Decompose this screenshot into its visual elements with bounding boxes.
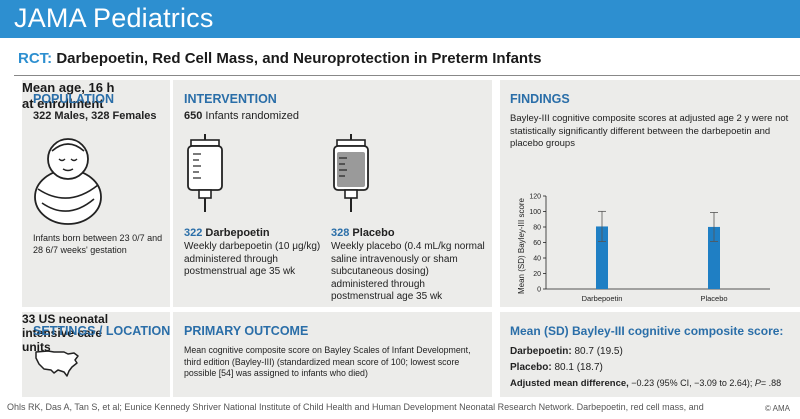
nicu-line1: 33 US neonatal [22, 312, 109, 326]
results-panel: Mean (SD) Bayley-III cognitive composite… [500, 312, 800, 397]
darbepoetin-iv-bag-icon [187, 134, 223, 212]
placebo-arm-header: 328 Placebo [331, 227, 395, 240]
citation-footer: Ohls RK, Das A, Tan S, et al; Eunice Ken… [7, 402, 704, 412]
population-summary: 322 Males, 328 Females [33, 110, 157, 122]
chart-bar-placebo [708, 226, 720, 289]
us-map-icon [35, 350, 79, 377]
chart-y-tick-label: 80 [533, 225, 541, 232]
chart-y-tick-label: 120 [529, 194, 541, 201]
study-title-text: Darbepoetin, Red Cell Mass, and Neuropro… [56, 50, 542, 67]
chart-y-axis-label: Mean (SD) Bayley-III score [517, 197, 526, 294]
population-detail: Infants born between 23 0/7 and 28 6/7 w… [33, 233, 163, 255]
chart-x-tick-label: Darbepoetin [582, 294, 623, 303]
chart-x-tick-label: Placebo [700, 294, 727, 303]
intervention-title: INTERVENTION [184, 92, 277, 106]
placebo-iv-bag-icon [333, 134, 369, 212]
darbepoetin-arm-header: 322 Darbepoetin [184, 227, 270, 240]
chart-y-tick-label: 20 [533, 271, 541, 278]
population-panel: POPULATION 322 Males, 328 Females Infant… [22, 80, 170, 307]
primary-outcome-text: Mean cognitive composite score on Bayley… [184, 345, 471, 378]
chart-bar-darbepoetin [596, 226, 608, 289]
population-title: POPULATION [33, 92, 115, 106]
results-adjusted-label: Adjusted mean difference, [510, 378, 629, 389]
results-placebo-value: 80.1 (18.7) [554, 362, 603, 373]
chart-y-tick-label: 100 [529, 209, 541, 216]
header-bar: JAMA Pediatrics [0, 0, 800, 38]
copyright: © AMA [764, 404, 790, 413]
nicu-line3: units [22, 340, 51, 354]
darbepoetin-arm-desc: Weekly darbepoetin (10 μg/kg) administer… [184, 241, 321, 277]
findings-title: FINDINGS [510, 92, 570, 106]
placebo-arm-n: 328 [331, 227, 350, 239]
results-adjusted-difference: Adjusted mean difference, −0.23 (95% CI,… [510, 377, 781, 390]
divider [14, 75, 800, 76]
study-title: RCT: Darbepoetin, Red Cell Mass, and Neu… [18, 50, 541, 67]
results-adjusted-value: −0.23 (95% CI, −3.09 to 2.64); [631, 378, 753, 388]
settings-title: SETTINGS / LOCATIONS [33, 324, 170, 338]
findings-text: Bayley-III cognitive composite scores at… [510, 113, 789, 149]
results-darbepoetin-label: Darbepoetin: [510, 346, 572, 357]
randomized-label: Infants randomized [205, 110, 299, 122]
primary-outcome-panel: PRIMARY OUTCOME Mean cognitive composite… [173, 312, 492, 397]
mean-age: Mean age, 16 h [22, 80, 115, 95]
results-p-value: = .88 [760, 378, 782, 388]
results-p-label: P [754, 378, 761, 388]
nicu-line2: intensive care [22, 326, 103, 340]
mean-age-enrollment: at enrollment [22, 96, 104, 111]
darbepoetin-arm-n: 322 [184, 227, 203, 239]
results-title: Mean (SD) Bayley-III cognitive composite… [510, 324, 784, 338]
placebo-arm-desc: Weekly placebo (0.4 mL/kg normal saline … [331, 241, 485, 302]
swaddled-infant-icon [34, 138, 102, 225]
settings-panel: SETTINGS / LOCATIONS 33 US neonatal inte… [22, 312, 170, 397]
results-darbepoetin-value: 80.7 (19.5) [574, 346, 623, 357]
findings-panel: FINDINGS Bayley-III cognitive composite … [500, 80, 800, 307]
intervention-panel: INTERVENTION 650 Infants randomized 322 … [173, 80, 492, 307]
results-placebo-label: Placebo: [510, 362, 552, 373]
findings-bar-chart: Mean (SD) Bayley-III score 0 20 40 60 80 100 1… [517, 194, 770, 303]
darbepoetin-arm-name: Darbepoetin [205, 227, 270, 239]
chart-y-tick-label: 40 [533, 256, 541, 263]
results-darbepoetin: Darbepoetin: 80.7 (19.5) [510, 345, 623, 358]
results-placebo: Placebo: 80.1 (18.7) [510, 361, 603, 374]
primary-outcome-title: PRIMARY OUTCOME [184, 324, 309, 338]
randomized-number: 650 [184, 110, 203, 122]
chart-y-tick-label: 60 [533, 240, 541, 247]
journal-title: JAMA Pediatrics [14, 3, 214, 33]
randomized-count: 650 Infants randomized [184, 110, 299, 123]
placebo-arm-name: Placebo [352, 227, 395, 239]
rct-label: RCT: [18, 50, 53, 67]
chart-y-tick-label: 0 [537, 287, 541, 294]
